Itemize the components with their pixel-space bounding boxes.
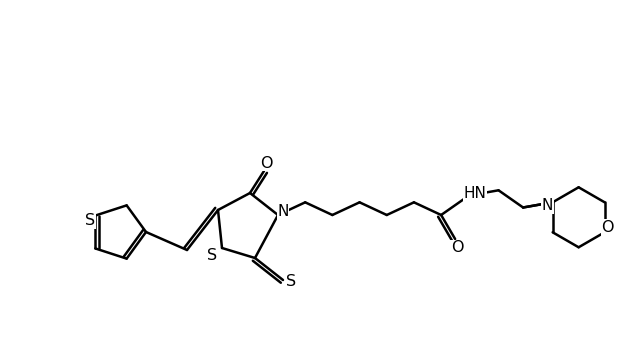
Text: O: O [260,155,272,171]
Text: HN: HN [463,186,486,201]
Text: S: S [85,213,95,228]
Text: N: N [277,205,289,219]
Text: S: S [207,248,217,264]
Text: S: S [286,275,296,289]
Text: O: O [602,220,614,235]
Text: N: N [542,198,554,213]
Text: O: O [451,241,463,255]
